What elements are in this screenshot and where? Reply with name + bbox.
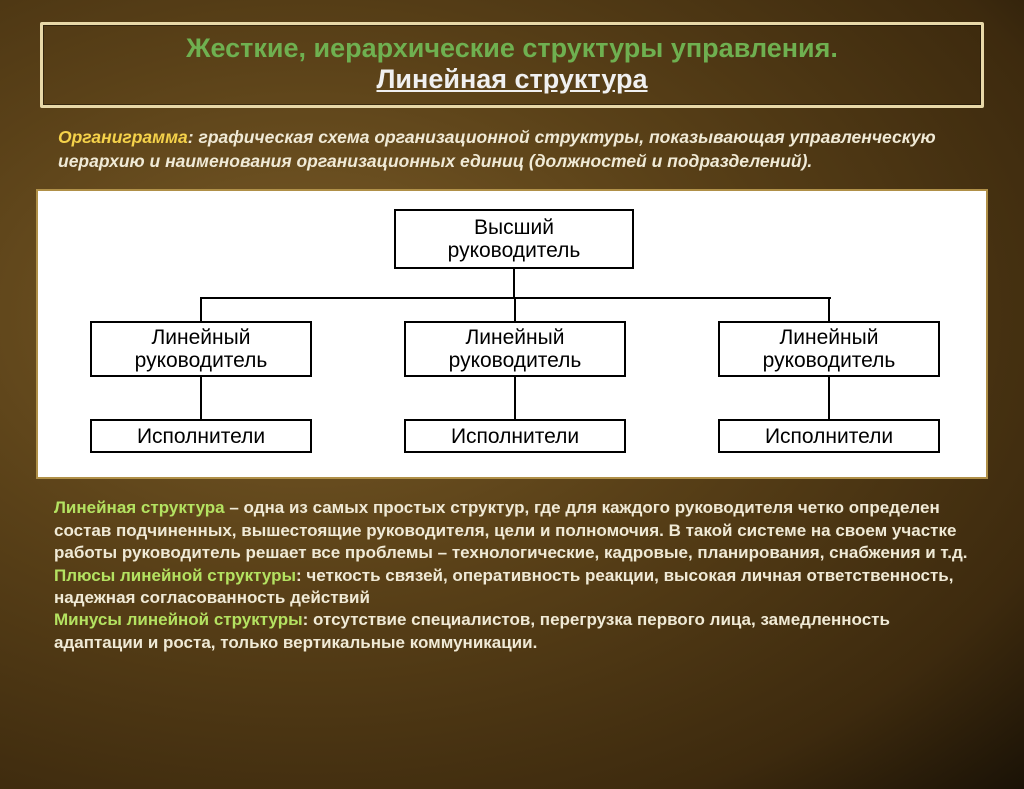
title-line1: Жесткие, иерархические структуры управле… <box>59 33 965 64</box>
title-box: Жесткие, иерархические структуры управле… <box>40 22 984 108</box>
org-node-e1: Исполнители <box>90 419 312 453</box>
edge-top-stub <box>513 269 515 297</box>
edge-bus-to-m2 <box>514 297 516 321</box>
p2-label: Плюсы линейной структуры <box>54 566 296 585</box>
paragraph-2: Плюсы линейной структуры: четкость связе… <box>54 565 970 610</box>
org-node-m2: Линейныйруководитель <box>404 321 626 377</box>
org-node-m3: Линейныйруководитель <box>718 321 940 377</box>
org-node-e2: Исполнители <box>404 419 626 453</box>
title-line2: Линейная структура <box>59 64 965 95</box>
p1-label: Линейная структура <box>54 498 225 517</box>
org-node-top: Высшийруководитель <box>394 209 634 269</box>
edge-bus-to-m3 <box>828 297 830 321</box>
p3-label: Минусы линейной структуры <box>54 610 303 629</box>
body-text: Линейная структура – одна из самых прост… <box>54 497 970 654</box>
org-node-e3: Исполнители <box>718 419 940 453</box>
paragraph-1: Линейная структура – одна из самых прост… <box>54 497 970 564</box>
edge-m1-to-e1 <box>200 377 202 419</box>
orgchart: Высшийруководитель Линейныйруководитель Ли… <box>64 209 960 453</box>
orgchart-panel: Высшийруководитель Линейныйруководитель Ли… <box>36 189 988 479</box>
edge-m3-to-e3 <box>828 377 830 419</box>
intro-label: Органиграмма <box>58 127 188 147</box>
edge-bus <box>201 297 831 299</box>
paragraph-3: Минусы линейной структуры: отсутствие сп… <box>54 609 970 654</box>
edge-m2-to-e2 <box>514 377 516 419</box>
intro-text: Органиграмма: графическая схема организа… <box>58 126 966 173</box>
intro-emphasis: графическая схема организационной структ… <box>199 127 640 147</box>
edge-bus-to-m1 <box>200 297 202 321</box>
org-node-m1: Линейныйруководитель <box>90 321 312 377</box>
